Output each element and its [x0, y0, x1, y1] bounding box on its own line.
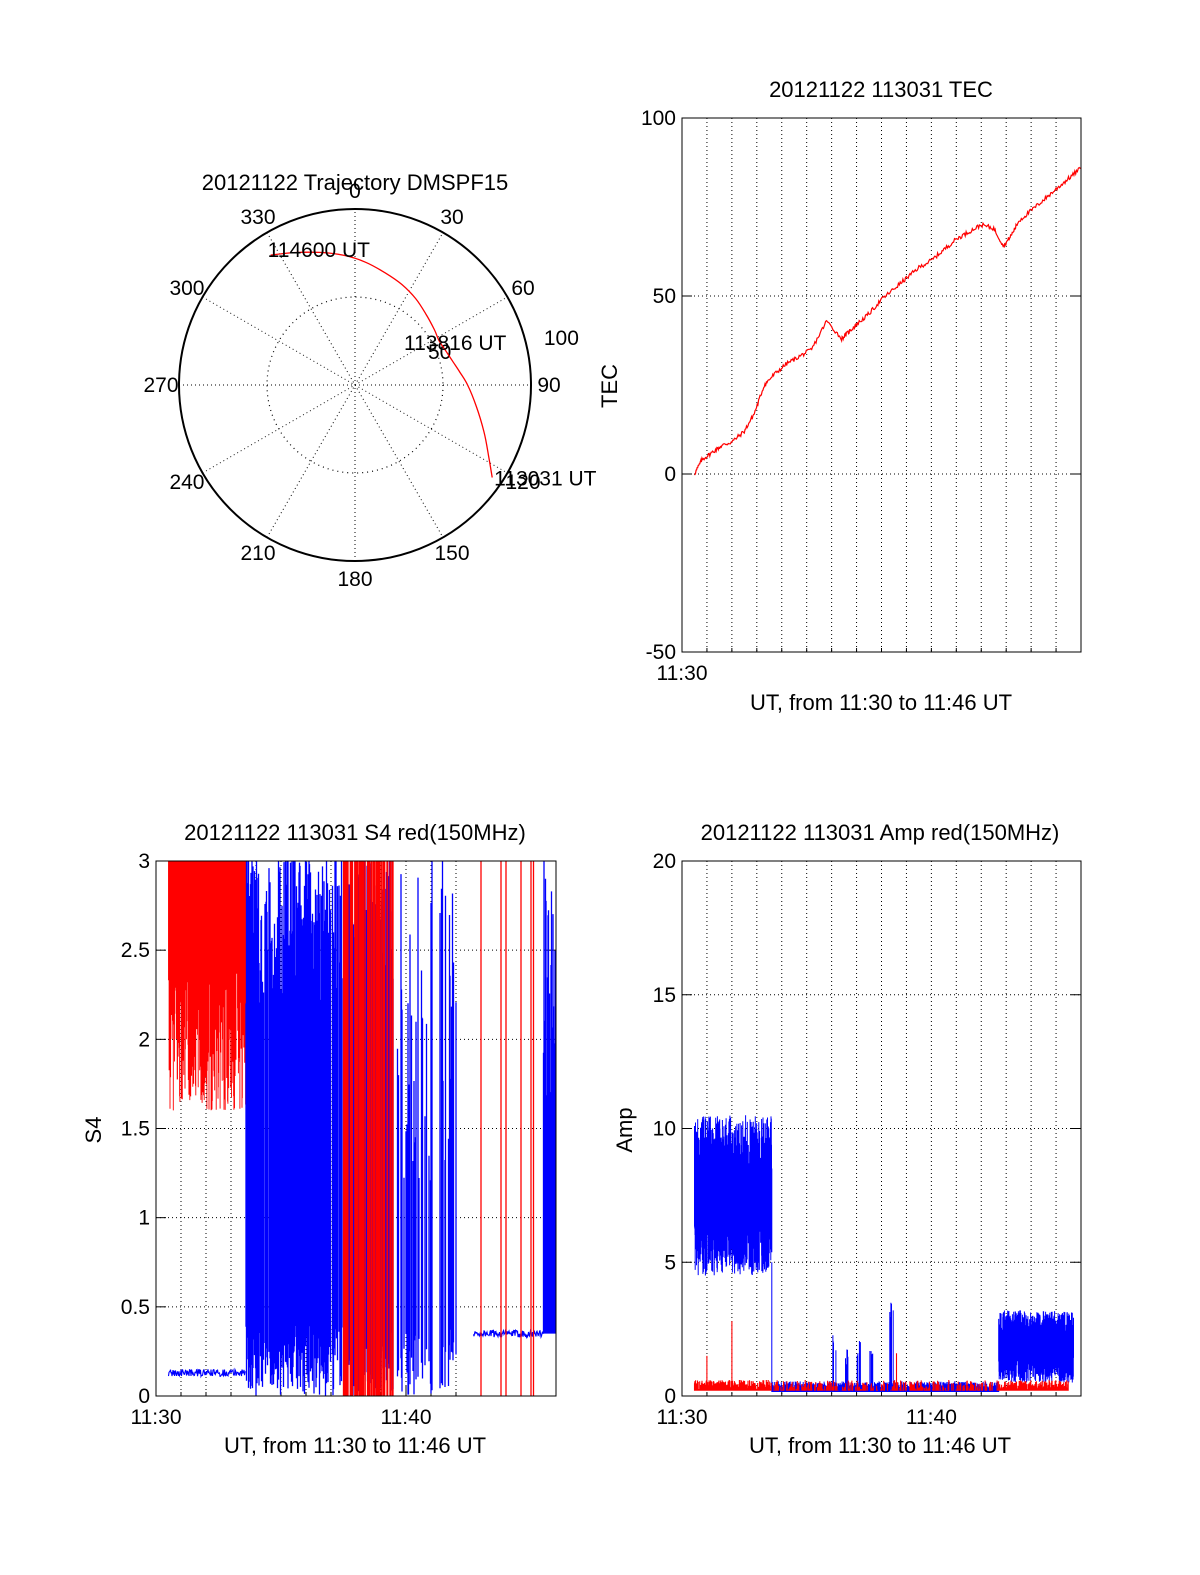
- polar-angle-label: 0: [349, 180, 361, 203]
- tec-series-line: [694, 166, 1082, 476]
- s4-chart: 20121122 113031 S4 red(150MHz) UT, from …: [81, 820, 557, 1458]
- amp-series-layer: [693, 1115, 1074, 1392]
- y-tick-label: 50: [653, 285, 676, 308]
- amp-plot-area: 0 5 10 15 20 11:30 11:40: [653, 850, 1082, 1429]
- plot-frame: [681, 117, 1082, 653]
- polar-angle-label: 240: [169, 471, 204, 494]
- polar-angle-label: 330: [240, 206, 275, 229]
- plot-frame: [155, 860, 557, 1397]
- s4-blue-spikes: [245, 861, 556, 1396]
- polar-angle-label: 30: [440, 206, 463, 229]
- tec-title: 20121122 113031 TEC: [769, 77, 993, 102]
- amp-title: 20121122 113031 Amp red(150MHz): [701, 820, 1060, 845]
- x-tick-label: 11:30: [131, 1406, 182, 1429]
- trajectory-track: [270, 251, 493, 478]
- polar-angle-label: 90: [537, 374, 560, 397]
- amp-ylabel: Amp: [612, 1107, 637, 1152]
- polar-angle-label: 270: [143, 374, 178, 397]
- polar-grid: [178, 208, 532, 562]
- polar-radius-label: 100: [544, 327, 579, 350]
- tec-ylabel: TEC: [597, 364, 622, 408]
- polar-angle-label: 150: [434, 542, 469, 565]
- x-tick-label: 11:30: [657, 662, 708, 685]
- s4-xlabel: UT, from 11:30 to 11:46 UT: [224, 1433, 486, 1458]
- tec-chart: 20121122 113031 TEC UT, from 11:30 to 11…: [597, 77, 1082, 715]
- trajectory-title: 20121122 Trajectory DMSPF15: [202, 170, 509, 195]
- y-tick-label: 0: [664, 1385, 676, 1408]
- amp-xlabel: UT, from 11:30 to 11:46 UT: [749, 1433, 1011, 1458]
- polar-angle-label: 300: [169, 277, 204, 300]
- x-tick-label: 11:30: [657, 1406, 708, 1429]
- y-tick-label: 3: [138, 850, 150, 873]
- amp-red-series: [693, 1321, 1069, 1391]
- trajectory-start-label: 113031 UT: [494, 468, 597, 491]
- y-tick-label: 100: [641, 107, 676, 130]
- y-tick-label: 2: [138, 1028, 150, 1051]
- s4-red-spikes: [342, 861, 535, 1396]
- s4-blue-base: [472, 1328, 545, 1340]
- x-tick-label: 11:40: [381, 1406, 432, 1429]
- tec-xlabel: UT, from 11:30 to 11:46 UT: [750, 690, 1012, 715]
- s4-ylabel: S4: [81, 1117, 106, 1144]
- s4-plot-area: 0 0.5 1 1.5 2 2.5 3 11:30 11:40: [121, 850, 557, 1429]
- s4-red-early: [168, 861, 247, 1111]
- polar-angle-label: 60: [511, 277, 534, 300]
- y-tick-label: 0.5: [121, 1296, 150, 1319]
- s4-series-layer: [167, 861, 556, 1396]
- y-tick-label: 2.5: [121, 939, 150, 962]
- y-tick-label: 10: [653, 1118, 676, 1141]
- y-tick-label: 1: [138, 1207, 150, 1230]
- polar-angle-labels: 0 30 60 90 120 150 180 210 240 270 300 330: [143, 180, 560, 591]
- trajectory-polar-chart: 20121122 Trajectory DMSPF15 0 30 60 90 120 15…: [143, 170, 596, 591]
- y-tick-label: 5: [664, 1251, 676, 1274]
- polar-angle-label: 120: [505, 471, 540, 494]
- polar-spoke: [266, 232, 444, 538]
- amp-blue-series: [694, 1115, 1074, 1392]
- y-tick-label: 20: [653, 850, 676, 873]
- y-tick-label: 0: [138, 1385, 150, 1408]
- polar-angle-label: 210: [240, 542, 275, 565]
- s4-title: 20121122 113031 S4 red(150MHz): [184, 820, 526, 845]
- trajectory-line: [270, 251, 493, 478]
- amp-chart: 20121122 113031 Amp red(150MHz) UT, from…: [612, 820, 1082, 1458]
- y-tick-label: -50: [646, 641, 676, 664]
- y-tick-label: 0: [664, 463, 676, 486]
- x-tick-label: 11:40: [906, 1406, 957, 1429]
- y-tick-label: 15: [653, 984, 676, 1007]
- tec-plot-area: -50 0 50 100 11:30: [641, 107, 1082, 685]
- polar-radius-label: 50: [428, 341, 451, 364]
- trajectory-annotations: 114600 UT 113816 UT 113031 UT: [268, 239, 597, 490]
- polar-radius-labels: 50 100: [428, 327, 579, 364]
- polar-angle-label: 180: [337, 568, 372, 591]
- trajectory-mid-label: 113816 UT: [404, 332, 507, 355]
- plot-frame: [681, 860, 1082, 1397]
- y-tick-label: 1.5: [121, 1118, 150, 1141]
- trajectory-end-label: 114600 UT: [268, 239, 371, 262]
- s4-blue-base: [167, 1367, 246, 1379]
